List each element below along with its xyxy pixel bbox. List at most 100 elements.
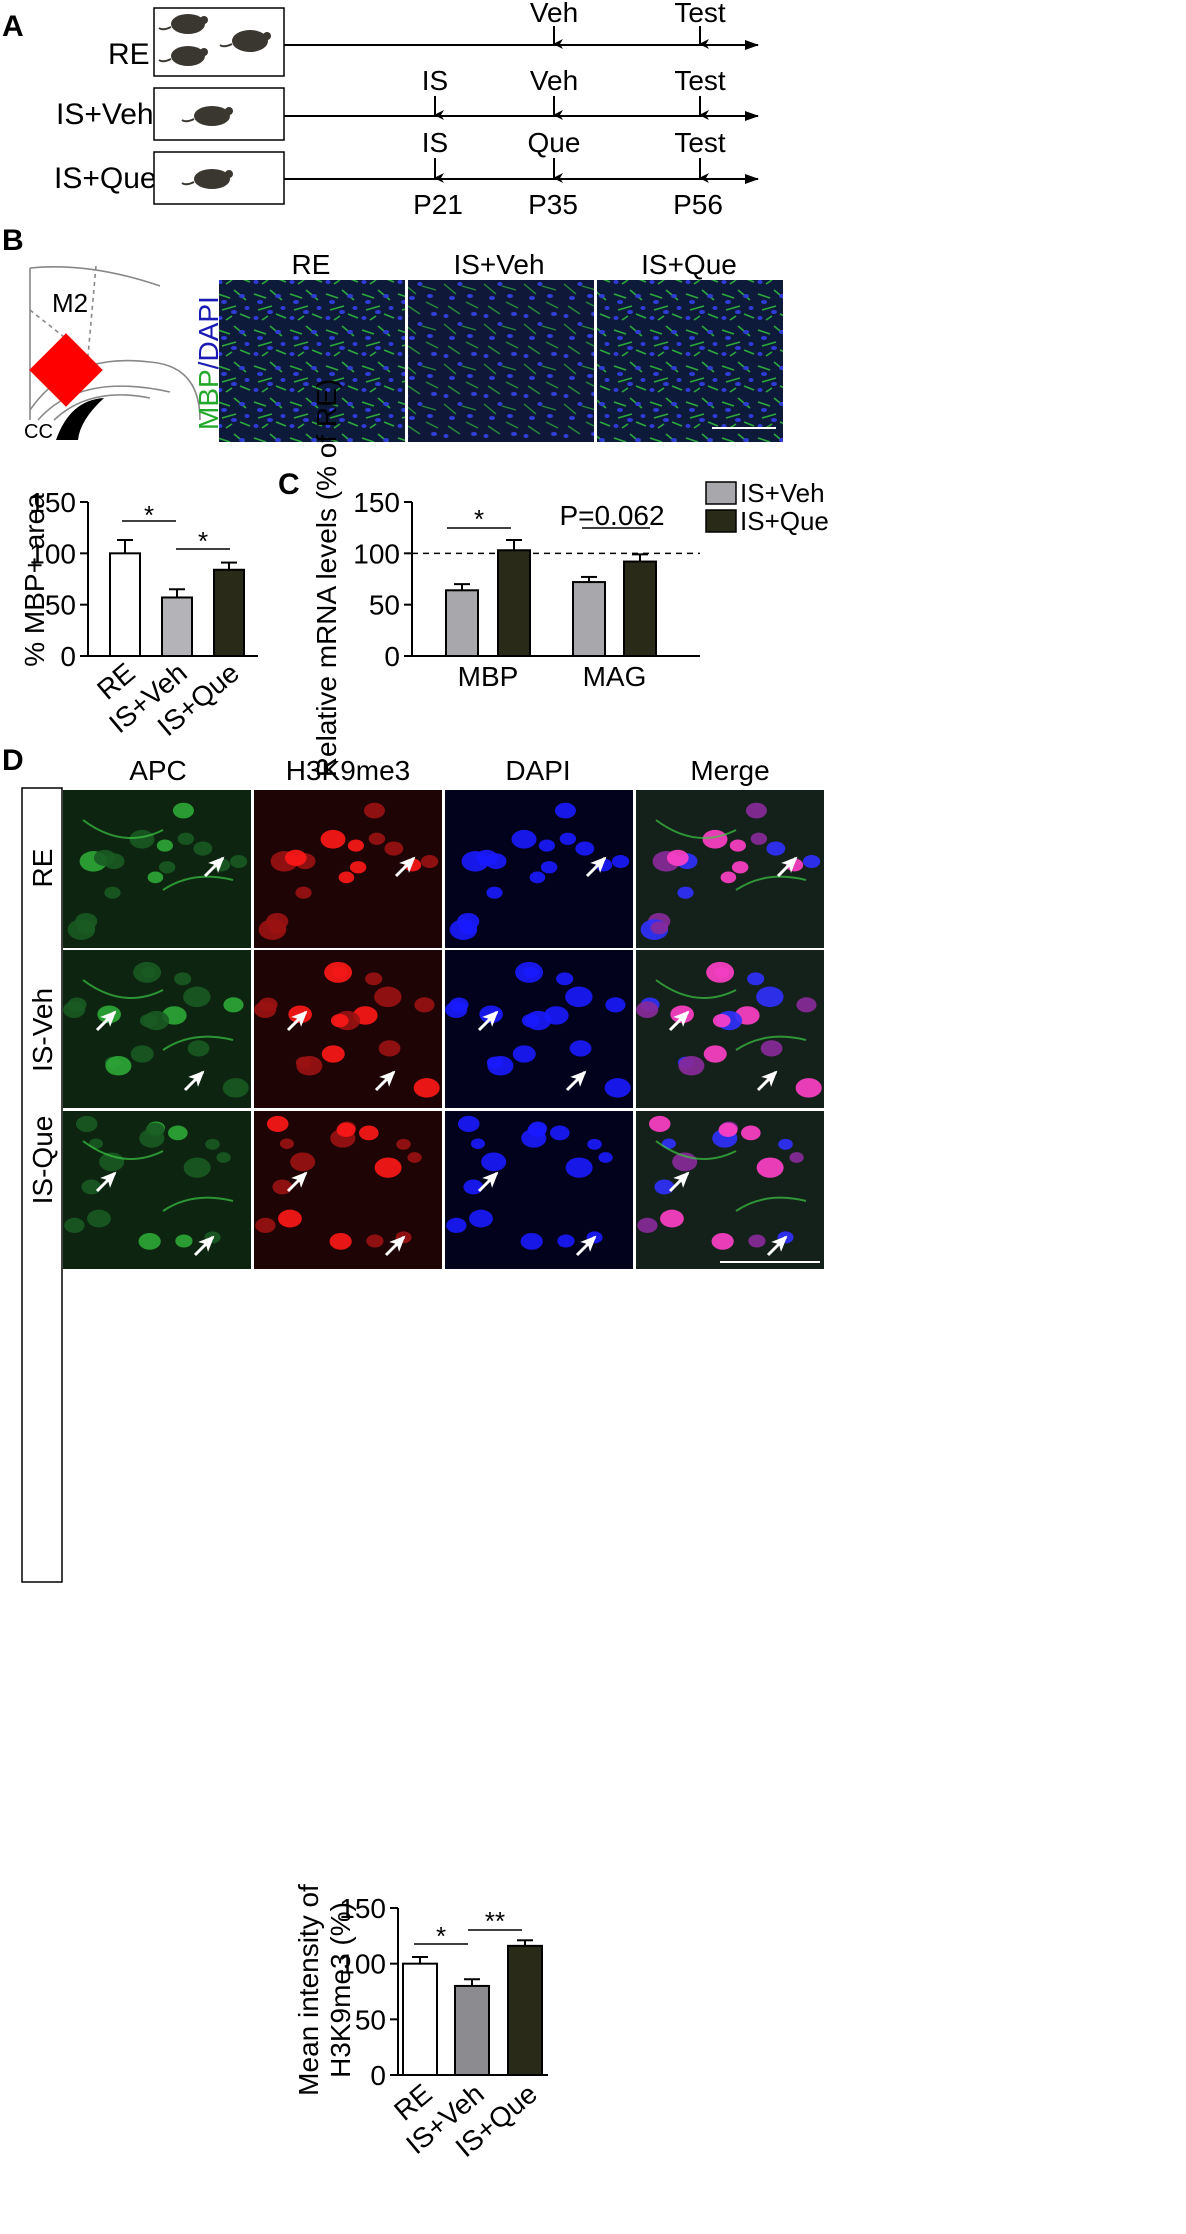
cell-nucleus — [469, 1209, 493, 1228]
cell-process — [82, 819, 234, 891]
panel-b-letter: B — [2, 224, 24, 257]
cell-nucleus — [266, 1115, 289, 1132]
cell-nucleus — [446, 1217, 467, 1233]
cell-nucleus — [521, 1013, 540, 1028]
cell-nucleus — [729, 839, 746, 852]
cell-nucleus — [205, 1138, 220, 1150]
y-tick-label: 50 — [355, 2004, 386, 2035]
cell-nucleus — [64, 1217, 85, 1233]
cell-nucleus — [368, 832, 386, 845]
cell-nucleus — [711, 1233, 734, 1250]
cell-nucleus — [520, 1233, 543, 1250]
cell-nucleus — [254, 1001, 277, 1018]
cell-process — [655, 819, 807, 891]
legend: IS+Veh IS+Que — [705, 478, 829, 536]
cell-nucleus — [795, 1078, 822, 1098]
cell-nucleus — [295, 886, 312, 899]
arrow-indicator — [477, 1010, 499, 1032]
cell-nucleus — [321, 1045, 345, 1063]
cell-nucleus — [366, 1234, 384, 1248]
arrow-indicator — [95, 1171, 117, 1193]
arrow-indicator — [477, 1171, 499, 1193]
cell-nucleus — [174, 972, 192, 986]
cell-nucleus — [288, 1005, 312, 1024]
cell-nucleus — [374, 986, 402, 1008]
panel-a: A RE Veh Test IS+Veh IS Veh Test IS+Que — [2, 0, 759, 220]
cell-nucleus — [278, 1209, 302, 1228]
cell-nucleus — [512, 1045, 536, 1063]
legend-label-is-que: IS+Que — [740, 506, 829, 536]
y-tick-label: 150 — [29, 487, 76, 518]
bar — [497, 549, 531, 658]
cell-nucleus — [222, 1078, 249, 1098]
stain-label-mbp: MBP — [193, 369, 224, 430]
arrow-indicator — [384, 1235, 406, 1257]
image-title-re: RE — [292, 249, 331, 280]
cell-nucleus — [187, 1040, 210, 1057]
mouse-icon — [181, 169, 233, 189]
y-tick-label: 50 — [45, 590, 76, 621]
arrow-indicator — [394, 856, 416, 878]
cell-nucleus — [529, 871, 546, 884]
cell-nucleus — [145, 1122, 165, 1137]
x-tick-label: MBP — [458, 661, 519, 692]
cell-nucleus — [407, 1152, 422, 1163]
cell-nucleus — [365, 972, 383, 986]
stain-label: MBP/DAPI — [193, 296, 224, 430]
x-tick-label: MAG — [583, 661, 647, 692]
event-is-is-que: IS — [422, 127, 448, 158]
cell-nucleus — [481, 1152, 507, 1172]
age-p56: P56 — [673, 189, 723, 220]
y-axis-label: % MBP+ area — [19, 493, 50, 667]
cell-nucleus — [168, 1125, 188, 1141]
y-axis-label: Relative mRNA levels (% of RE) — [311, 379, 342, 777]
arrow-indicator — [203, 856, 225, 878]
cell-nucleus — [177, 832, 195, 845]
mouse-icon — [158, 14, 271, 66]
pvalue-label: P=0.062 — [559, 500, 664, 531]
cell-nucleus — [255, 1217, 276, 1233]
panel-d-letter: D — [2, 744, 24, 777]
cell-nucleus — [63, 1001, 86, 1018]
cell-nucleus — [598, 1152, 613, 1163]
cell-nucleus — [268, 921, 287, 935]
arrow-indicator — [286, 1010, 308, 1032]
y-axis-label: Mean intensity ofH3K9me3 (%) — [293, 1884, 356, 2096]
bar — [445, 589, 479, 657]
group-label-is-veh: IS+Veh — [56, 98, 154, 131]
cell-nucleus — [420, 855, 439, 868]
cell-nucleus — [347, 839, 364, 852]
cell-nucleus — [158, 861, 176, 874]
cell-nucleus — [290, 1152, 316, 1172]
sig-star: * — [198, 526, 208, 556]
arrow-indicator — [668, 1010, 690, 1032]
legend-swatch-is-veh — [705, 481, 737, 505]
cell-nucleus — [223, 997, 244, 1013]
micrograph-grid — [63, 790, 824, 1269]
cell-nucleus — [175, 1234, 193, 1248]
cell-nucleus — [718, 1122, 738, 1137]
group-label-is-que: IS+Que — [54, 162, 157, 195]
cell-nucleus — [565, 1157, 593, 1178]
cell-nucleus — [604, 1078, 631, 1098]
cell-nucleus — [796, 997, 817, 1013]
arrow-indicator — [766, 1235, 788, 1257]
arrow-indicator — [193, 1235, 215, 1257]
arrow-indicator — [668, 1171, 690, 1193]
row-label-re: RE — [27, 849, 58, 888]
cell-nucleus — [130, 1045, 154, 1063]
cell-nucleus — [554, 802, 576, 819]
event-veh-is-veh: Veh — [530, 65, 578, 96]
cell-nucleus — [384, 841, 404, 856]
micrograph-mbp-is-que — [597, 280, 783, 442]
cell-nucleus — [139, 1013, 158, 1028]
y-tick-label: 100 — [339, 1949, 386, 1980]
cell-nucleus — [279, 1138, 294, 1149]
cell-nucleus — [750, 832, 768, 845]
cell-nucleus — [747, 972, 765, 986]
cell-nucleus — [636, 1001, 659, 1018]
image-title-is-que: IS+Que — [641, 249, 737, 280]
cell-nucleus — [147, 871, 164, 884]
sig-star-mbp: * — [474, 504, 484, 534]
